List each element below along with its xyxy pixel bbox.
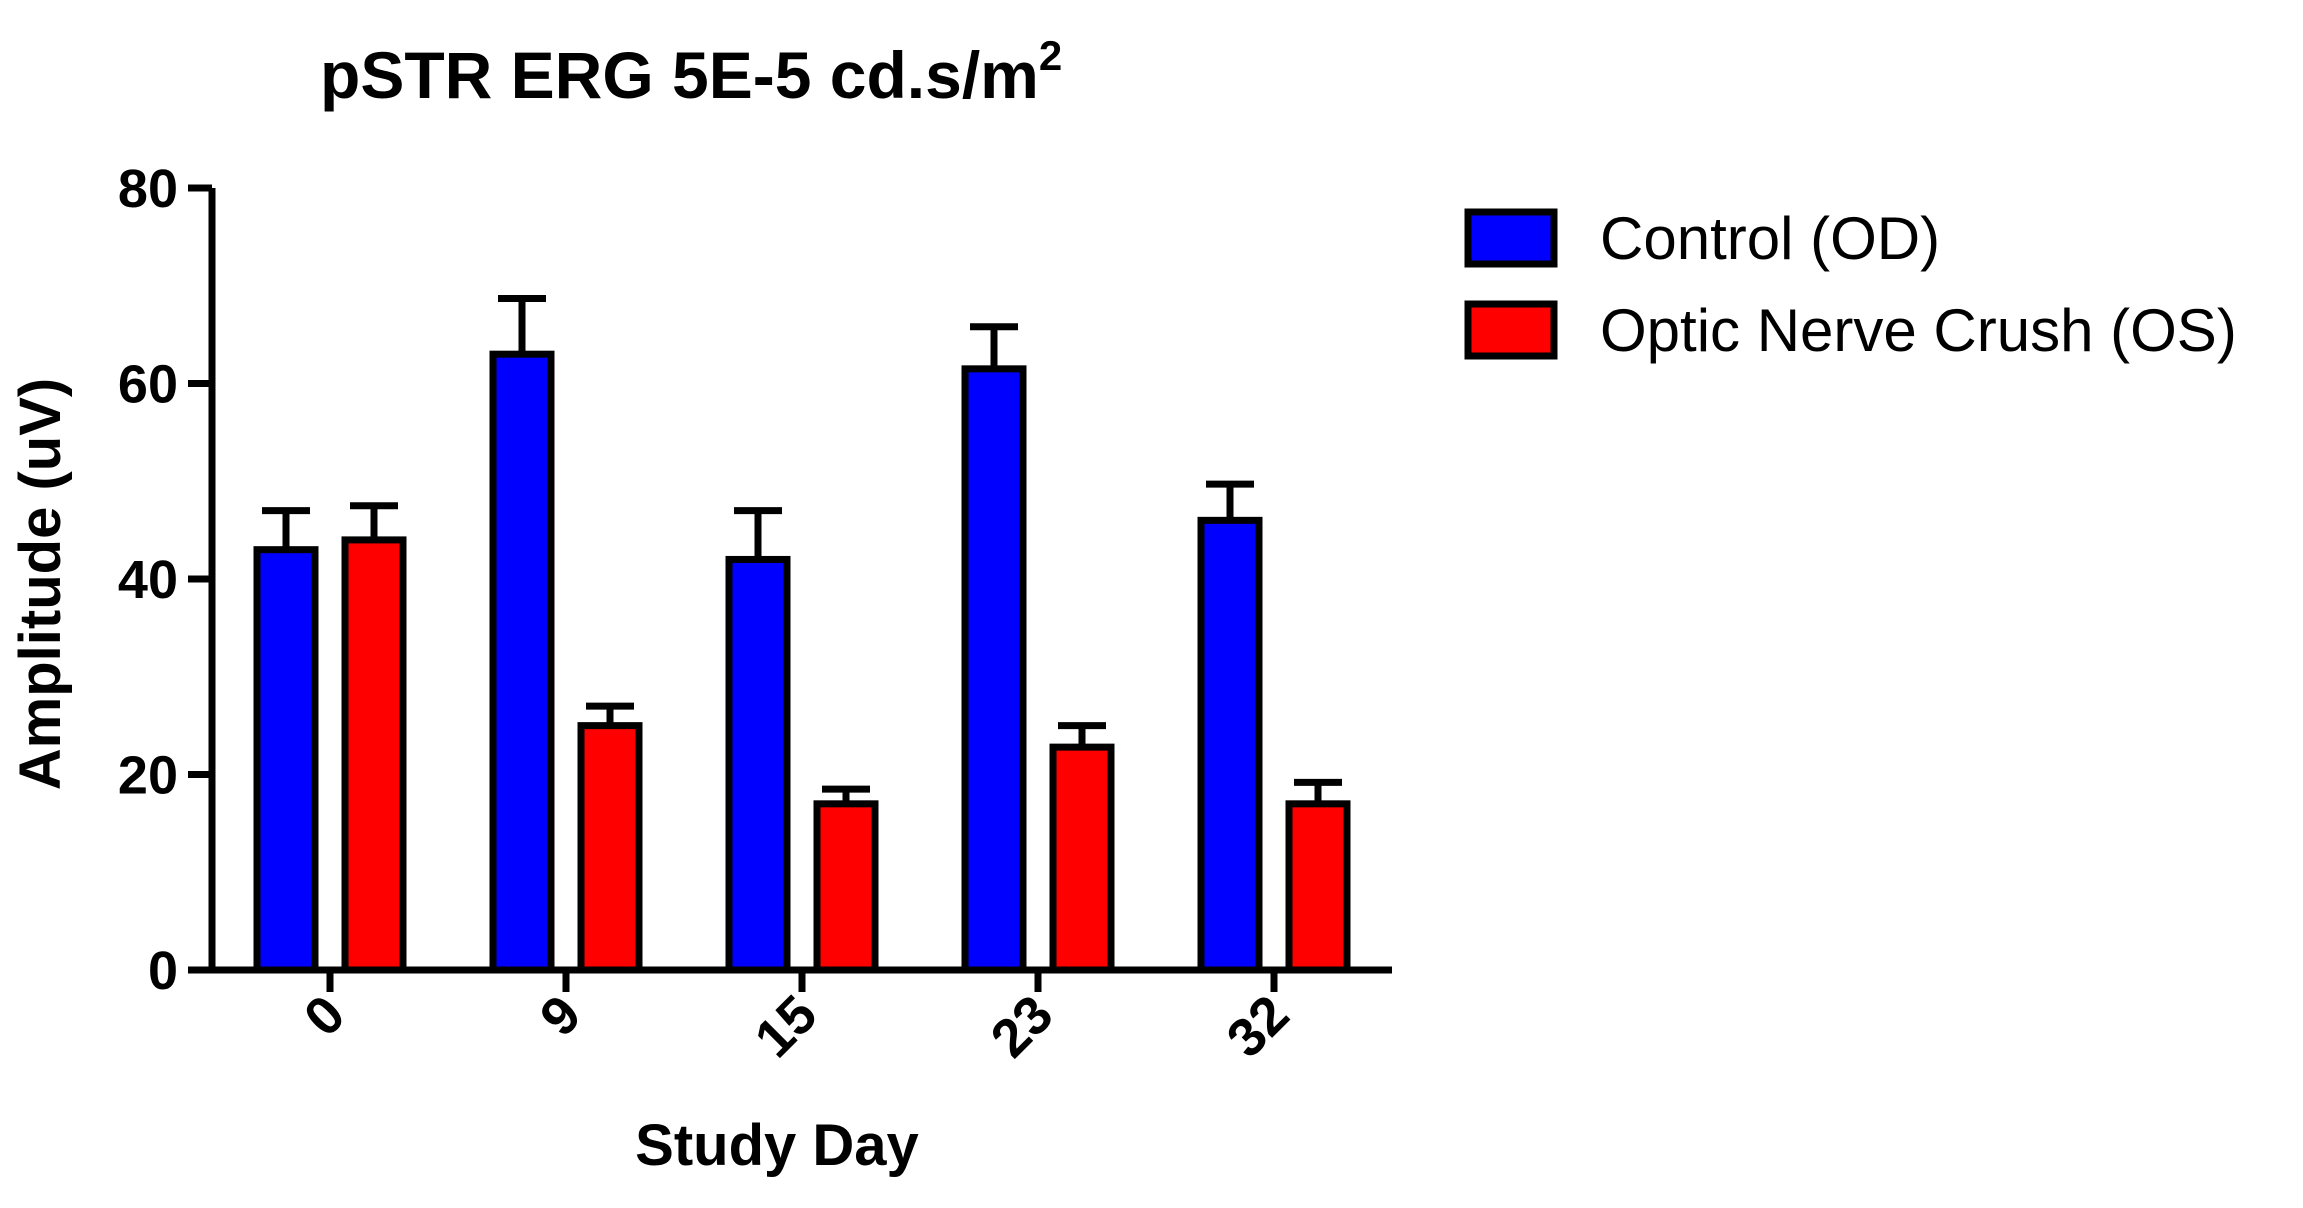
- y-tick-label: 0: [148, 941, 178, 1001]
- y-axis-title: Amplitude (uV): [8, 378, 73, 790]
- chart-title: pSTR ERG 5E-5 cd.s/m2: [320, 32, 1062, 112]
- legend-swatch-control: [1464, 208, 1558, 268]
- bar-control-day-15: [725, 555, 791, 974]
- bar-control-day-9: [489, 350, 555, 974]
- legend-label-crush: Optic Nerve Crush (OS): [1600, 297, 2237, 364]
- x-tick-label: 0: [293, 984, 357, 1048]
- bar-control-day-0: [253, 546, 319, 974]
- bar-control-day-23: [961, 365, 1027, 974]
- error-bars-group: [262, 294, 1342, 804]
- x-tick-label: 32: [1216, 984, 1301, 1069]
- x-ticks-group: 0 9 15 23 32: [293, 970, 1301, 1069]
- bar-control-day-32: [1197, 516, 1263, 974]
- bars-group: [253, 350, 1351, 974]
- bar-crush-day-9: [577, 722, 643, 974]
- legend: Control (OD) Optic Nerve Crush (OS): [1464, 205, 2237, 364]
- legend-label-control: Control (OD): [1600, 205, 1940, 272]
- bar-crush-day-23: [1049, 743, 1115, 974]
- y-tick-label: 60: [118, 355, 178, 415]
- y-tick-label: 20: [118, 746, 178, 806]
- bar-crush-day-32: [1285, 800, 1351, 974]
- bar-crush-day-15: [813, 800, 879, 974]
- x-tick-label: 15: [744, 984, 829, 1069]
- chart-title-main: pSTR ERG 5E-5 cd.s/m: [320, 38, 1039, 112]
- y-tick-label: 80: [118, 159, 178, 219]
- bar-crush-day-0: [341, 536, 407, 974]
- chart-title-superscript: 2: [1039, 32, 1062, 79]
- x-axis-title: Study Day: [635, 1113, 919, 1178]
- x-tick-label: 23: [980, 984, 1065, 1069]
- y-tick-label: 40: [118, 550, 178, 610]
- legend-swatch-crush: [1464, 300, 1558, 360]
- y-ticks-group: 0 20 40 60 80: [118, 159, 212, 1001]
- x-tick-label: 9: [529, 984, 593, 1048]
